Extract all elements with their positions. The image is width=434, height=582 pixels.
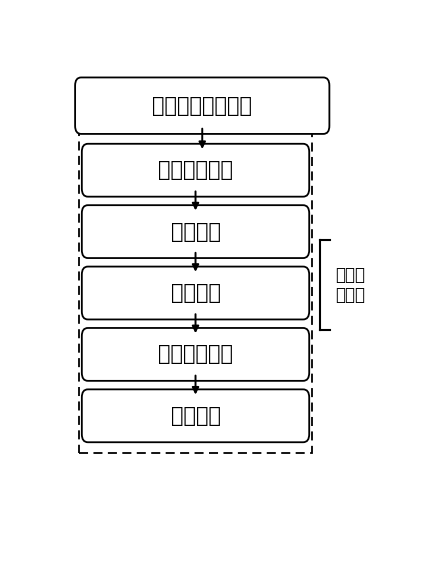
Text: 输出单元: 输出单元 — [171, 406, 220, 426]
FancyBboxPatch shape — [75, 77, 329, 134]
Text: 视频客流分析系统: 视频客流分析系统 — [152, 95, 252, 116]
FancyBboxPatch shape — [82, 144, 309, 197]
FancyBboxPatch shape — [82, 267, 309, 320]
Text: 数据存储单元: 数据存储单元 — [158, 160, 233, 180]
FancyBboxPatch shape — [82, 389, 309, 442]
Text: 仿真模拟单元: 仿真模拟单元 — [158, 345, 233, 364]
Text: 匹配模块: 匹配模块 — [171, 222, 220, 242]
Text: 班系统: 班系统 — [335, 286, 365, 304]
FancyBboxPatch shape — [82, 205, 309, 258]
Text: 计算单元: 计算单元 — [171, 283, 220, 303]
FancyBboxPatch shape — [82, 328, 309, 381]
Text: 后台排: 后台排 — [335, 266, 365, 284]
Bar — [79, 133, 312, 453]
